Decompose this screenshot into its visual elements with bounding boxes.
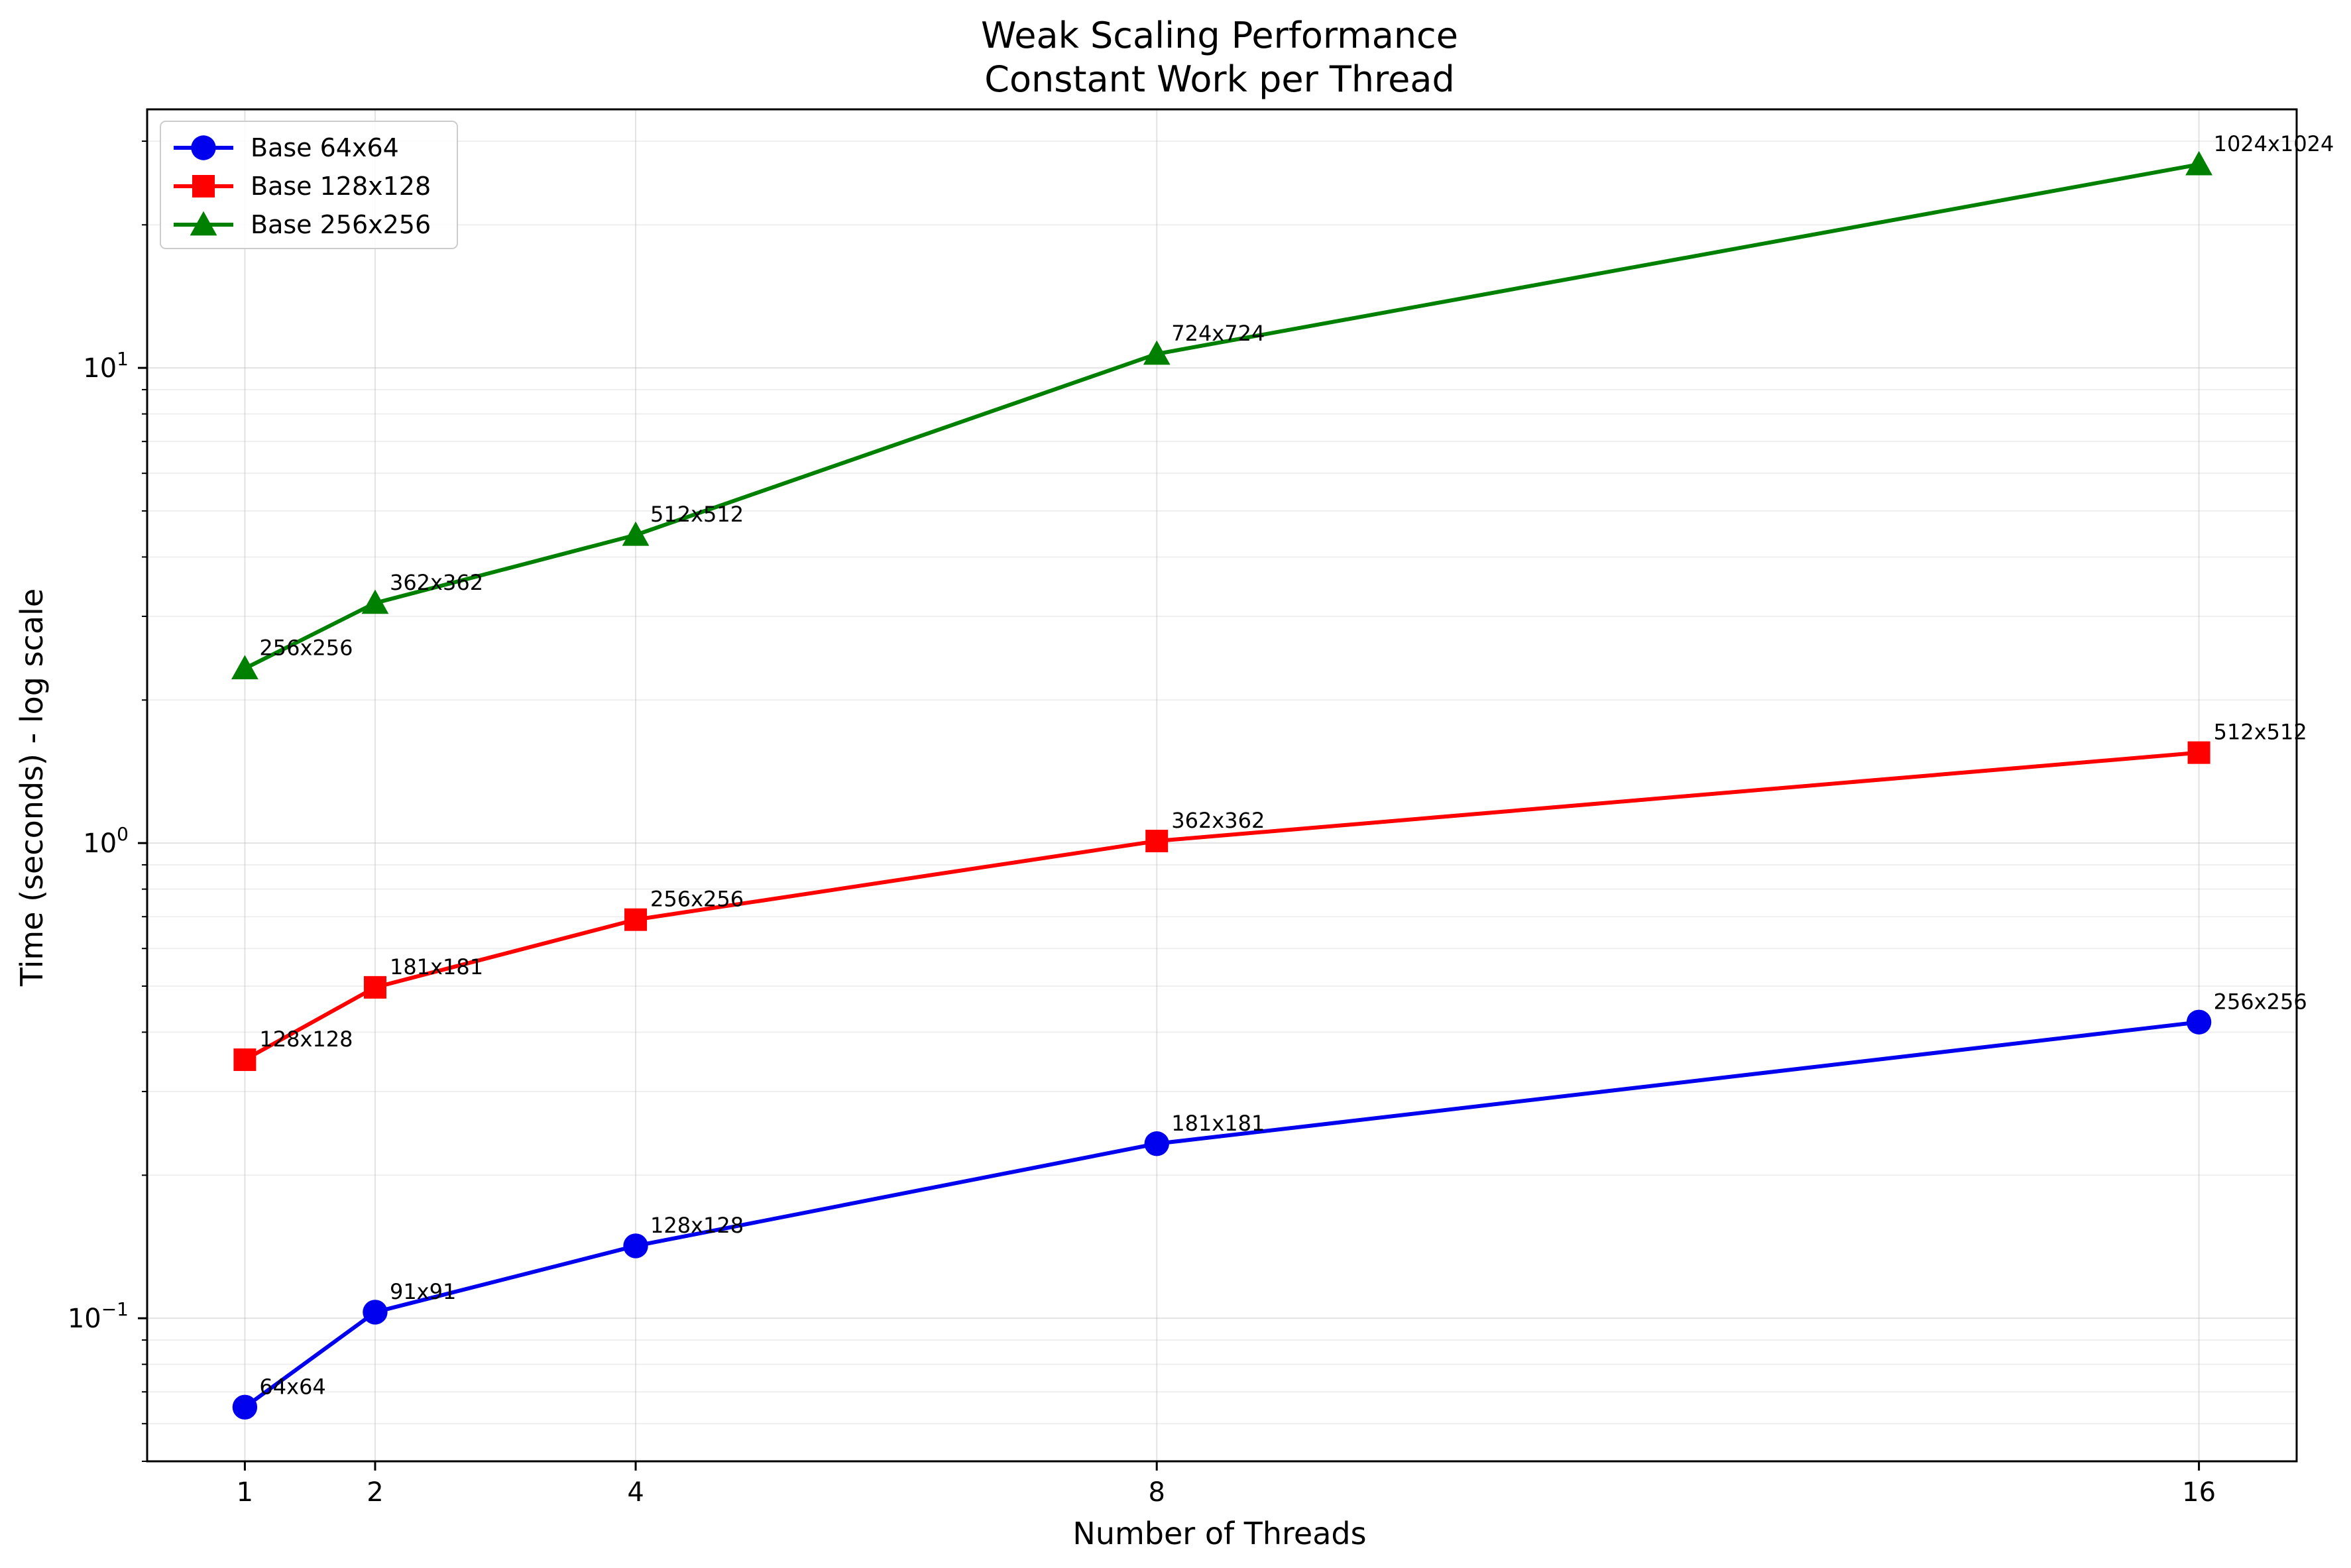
legend-frame <box>160 121 458 249</box>
data-point <box>363 1300 388 1325</box>
data-label: 256x256 <box>650 887 744 912</box>
x-tick-label: 16 <box>2182 1477 2216 1508</box>
data-label: 128x128 <box>650 1213 744 1238</box>
series: 64x64 91x91 128x128 181x181 256x256 <box>232 989 2307 1420</box>
data-point <box>233 1048 257 1072</box>
data-point <box>1143 340 1171 365</box>
legend-label: Base 256x256 <box>251 210 431 239</box>
data-label: 1024x1024 <box>2214 131 2334 156</box>
data-point <box>622 521 650 546</box>
data-point <box>361 589 389 614</box>
legend: Base 64x64 Base 128x128 Base 256x256 <box>160 121 458 249</box>
x-tick-label: 2 <box>367 1477 383 1508</box>
data-point <box>624 908 648 931</box>
plot-frame <box>146 108 2298 1463</box>
data-point <box>190 211 217 236</box>
legend-item: Base 128x128 <box>174 172 431 201</box>
data-point <box>2185 150 2212 176</box>
data-point <box>1144 1131 1169 1156</box>
data-label: 362x362 <box>1171 808 1265 833</box>
x-tick-label: 8 <box>1149 1477 1165 1508</box>
data-label: 181x181 <box>1171 1111 1265 1136</box>
series-layer: 64x64 91x91 128x128 181x181 256x256 128x128 18… <box>231 131 2334 1420</box>
data-point <box>2186 1009 2212 1035</box>
data-label: 128x128 <box>259 1027 353 1052</box>
series: 256x256 362x362 512x512 724x724 1024x1024 <box>231 131 2334 680</box>
legend-item: Base 64x64 <box>174 133 399 162</box>
y-tick-label: 100 <box>83 823 129 859</box>
data-point <box>232 1394 258 1420</box>
data-point <box>1145 830 1169 853</box>
y-tick-label: 101 <box>83 348 129 384</box>
data-label: 512x512 <box>650 502 744 527</box>
data-label: 91x91 <box>390 1279 456 1304</box>
data-label: 724x724 <box>1171 321 1265 346</box>
data-point <box>623 1233 648 1259</box>
grid <box>147 109 2297 1462</box>
x-axis-label: Number of Threads <box>1072 1516 1366 1551</box>
data-label: 256x256 <box>2214 989 2307 1014</box>
chart-title: Weak Scaling Performance <box>981 15 1458 56</box>
series: 128x128 181x181 256x256 362x362 512x512 <box>233 720 2307 1072</box>
data-point <box>363 976 386 999</box>
data-point <box>2187 741 2210 764</box>
chart-subtitle: Constant Work per Thread <box>984 58 1455 100</box>
ticks: 1 2 4 8 16 101 100 10−1 <box>68 140 2216 1508</box>
data-label: 64x64 <box>259 1374 325 1399</box>
data-point <box>231 655 258 680</box>
data-label: 512x512 <box>2214 720 2307 745</box>
legend-item: Base 256x256 <box>174 210 431 239</box>
data-label: 256x256 <box>259 636 353 661</box>
y-axis-label: Time (seconds) - log scale <box>14 588 50 987</box>
x-tick-label: 4 <box>627 1477 644 1508</box>
y-tick-label: 10−1 <box>68 1298 129 1334</box>
data-label: 362x362 <box>390 570 483 595</box>
data-label: 181x181 <box>390 954 483 980</box>
x-tick-label: 1 <box>237 1477 253 1508</box>
legend-label: Base 64x64 <box>251 133 399 162</box>
legend-label: Base 128x128 <box>251 172 431 201</box>
data-point <box>192 175 215 197</box>
data-point <box>191 135 216 160</box>
